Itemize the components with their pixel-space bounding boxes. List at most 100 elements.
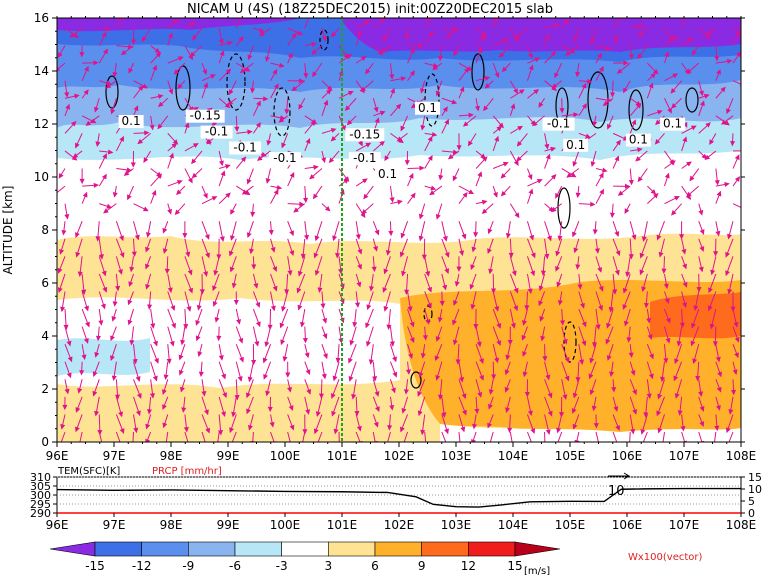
wind-vector-head bbox=[166, 358, 172, 365]
wind-vector-head bbox=[201, 391, 207, 397]
wind-vector-head bbox=[470, 264, 476, 271]
wind-vector-head bbox=[425, 448, 428, 452]
wind-vector-head bbox=[671, 209, 677, 216]
wind-vector-head bbox=[111, 315, 117, 322]
wind-vector-head bbox=[229, 235, 235, 241]
wind-vector-head bbox=[239, 356, 244, 363]
chart-title: NICAM U (4S) (18Z25DEC2015) init:00Z20DE… bbox=[187, 2, 553, 17]
ts-left-tick-label: 305 bbox=[30, 480, 51, 493]
wind-vector-head bbox=[703, 93, 710, 99]
contour-label: 0.1 bbox=[663, 117, 682, 131]
wind-vector-head bbox=[263, 373, 268, 380]
wind-vector-head bbox=[75, 251, 81, 258]
wind-vector-head bbox=[369, 286, 375, 292]
wind-vector-head bbox=[73, 32, 79, 39]
wind-vector-head bbox=[593, 423, 599, 429]
contour-label-bg bbox=[542, 117, 575, 131]
wind-vector-head bbox=[371, 266, 377, 273]
wind-vector-head bbox=[180, 386, 185, 393]
wind-vector-head bbox=[332, 375, 338, 382]
wind-vector-head bbox=[676, 341, 682, 347]
wind-vector-head bbox=[273, 83, 279, 90]
wind-vector-head bbox=[533, 88, 540, 95]
wind-vector-head bbox=[110, 355, 115, 362]
wind-vector-head bbox=[451, 99, 458, 105]
wind-vector-head bbox=[665, 317, 671, 324]
wind-vector bbox=[252, 431, 254, 442]
wind-vector-head bbox=[559, 108, 565, 114]
wind-vector-head bbox=[95, 335, 101, 342]
wind-vector-head bbox=[128, 67, 134, 74]
wind-vector-head bbox=[496, 323, 502, 329]
wind-vector-head bbox=[550, 174, 557, 180]
wind-vector-head bbox=[212, 301, 218, 307]
wind-vector-head bbox=[401, 270, 407, 277]
wind-vector-head bbox=[82, 191, 88, 198]
wind-vector-head bbox=[628, 352, 634, 358]
wind-vector-head bbox=[98, 254, 104, 260]
wind-vector-head bbox=[462, 191, 468, 198]
wind-vector-head bbox=[498, 52, 505, 58]
wind-vector-head bbox=[556, 281, 562, 288]
wind-vector-head bbox=[717, 371, 722, 378]
wind-vector-head bbox=[395, 103, 402, 110]
wind-vector-head bbox=[637, 176, 643, 183]
wind-vector-head bbox=[617, 190, 624, 196]
wind-vector-head bbox=[681, 248, 687, 255]
wind-vector-head bbox=[735, 51, 741, 58]
wind-vector-head bbox=[72, 153, 79, 159]
wind-vector-head bbox=[335, 252, 341, 259]
wind-vector-head bbox=[244, 66, 251, 72]
y-tick-label: 0 bbox=[41, 435, 49, 449]
wind-vector-head bbox=[674, 393, 680, 399]
wind-vector-head bbox=[435, 90, 441, 97]
wind-vector-head bbox=[444, 252, 450, 258]
wind-vector-head bbox=[264, 341, 270, 348]
wind-vector-head bbox=[670, 160, 676, 166]
wind-vector-head bbox=[716, 386, 722, 393]
wind-vector-head bbox=[624, 183, 631, 189]
wind-vector-head bbox=[192, 143, 199, 148]
wind-vector-head bbox=[557, 235, 563, 242]
x-tick-label: 104E bbox=[498, 449, 529, 463]
wind-vector-head bbox=[162, 227, 168, 234]
wind-vector-head bbox=[709, 139, 715, 146]
wind-vector-head bbox=[152, 64, 158, 71]
wind-vector-head bbox=[699, 90, 704, 97]
wind-vector-head bbox=[637, 30, 644, 37]
wind-vector-head bbox=[313, 428, 319, 435]
wind-vector-head bbox=[279, 322, 285, 329]
wind-vector bbox=[595, 431, 599, 442]
wind-vector-head bbox=[442, 106, 448, 113]
wind-vector-head bbox=[438, 174, 444, 181]
wind-vector-head bbox=[597, 267, 603, 273]
wind-vector-head bbox=[355, 234, 361, 240]
wind-vector bbox=[57, 62, 66, 71]
wind-vector-head bbox=[272, 285, 278, 292]
contour-label-bg bbox=[563, 138, 589, 152]
wind-vector-head bbox=[725, 270, 730, 277]
wind-vector-head bbox=[643, 412, 649, 418]
wind-vector-head bbox=[712, 341, 718, 347]
wind-vector-head bbox=[429, 190, 435, 196]
wind-vector-head bbox=[289, 424, 295, 431]
x-tick-label: 107E bbox=[669, 449, 700, 463]
wind-vector-head bbox=[384, 155, 390, 162]
wind-vector-head bbox=[163, 374, 169, 381]
wind-vector-head bbox=[246, 232, 252, 239]
wind-vector-head bbox=[409, 47, 415, 54]
wind-vector-head bbox=[348, 375, 354, 382]
wind-vector-head bbox=[481, 31, 487, 38]
wind-vector-head bbox=[699, 406, 705, 412]
wind-vector-head bbox=[482, 156, 488, 162]
contour-label-bg bbox=[269, 152, 301, 166]
wind-vector-head bbox=[192, 34, 198, 41]
wind-vector-head bbox=[265, 56, 270, 63]
wind-vector-head bbox=[646, 317, 652, 324]
wind-vector-head bbox=[119, 135, 124, 142]
wind-vector-head bbox=[178, 354, 184, 361]
wind-vector-head bbox=[299, 321, 305, 328]
wind-vector-head bbox=[721, 119, 727, 125]
wind-vector-head bbox=[686, 161, 692, 167]
wind-vector-head bbox=[622, 87, 628, 94]
